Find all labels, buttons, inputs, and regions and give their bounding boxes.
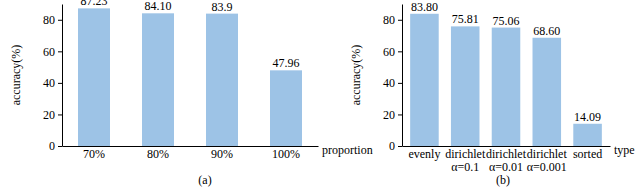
tick-mark bbox=[58, 83, 62, 84]
y-axis-title: accuracy(%) bbox=[349, 45, 363, 106]
tick: 80% bbox=[147, 147, 169, 161]
tick: 20 bbox=[43, 108, 62, 122]
tick: 60 bbox=[383, 45, 402, 59]
tick-mark bbox=[398, 114, 402, 115]
axis-line bbox=[62, 5, 63, 147]
tick: 100% bbox=[272, 147, 300, 161]
tick-label: dirichletα=0.001 bbox=[527, 147, 568, 174]
tick-mark bbox=[398, 51, 402, 52]
tick: sorted bbox=[573, 147, 602, 161]
bar bbox=[206, 14, 238, 146]
tick-label: 80% bbox=[147, 147, 169, 161]
data-label: 75.81 bbox=[452, 12, 479, 26]
tick-label: 80 bbox=[43, 13, 55, 27]
tick-label: 0 bbox=[49, 139, 55, 153]
x-axis-title: type bbox=[614, 143, 635, 157]
bar bbox=[492, 28, 521, 146]
bar bbox=[573, 124, 602, 146]
tick: dirichletα=0.01 bbox=[486, 147, 527, 174]
panel: 0 20 40 60 80 70% 80% 90% 100% 87.23 84.10 83.9 47.9… bbox=[9, 0, 373, 187]
tick: 0 bbox=[49, 139, 62, 153]
tick-mark bbox=[58, 146, 62, 147]
bars bbox=[78, 8, 302, 146]
panel-title: (a) bbox=[198, 173, 211, 187]
bars bbox=[410, 14, 602, 146]
tick-label: 90% bbox=[211, 147, 233, 161]
tick: 0 bbox=[389, 139, 402, 153]
bar bbox=[451, 26, 480, 146]
tick-label: 20 bbox=[383, 108, 395, 122]
tick: 80 bbox=[383, 13, 402, 27]
tick: 70% bbox=[83, 147, 105, 161]
bar bbox=[78, 8, 110, 146]
axis-line bbox=[402, 5, 403, 147]
tick-label: 60 bbox=[43, 45, 55, 59]
y-axis-title: accuracy(%) bbox=[9, 45, 23, 106]
figure: 0 20 40 60 80 70% 80% 90% 100% 87.23 84.10 83.9 47.9… bbox=[0, 0, 640, 190]
tick-label: 60 bbox=[383, 45, 395, 59]
tick: evenly bbox=[408, 147, 440, 161]
tick-label: 80 bbox=[383, 13, 395, 27]
data-label: 83.80 bbox=[411, 0, 438, 14]
tick-label: dirichletα=0.01 bbox=[486, 147, 527, 174]
bar bbox=[533, 38, 562, 146]
y-axis: 0 20 40 60 80 bbox=[383, 5, 403, 154]
bar bbox=[142, 13, 174, 146]
data-label: 87.23 bbox=[81, 0, 108, 8]
data-labels: 83.80 75.81 75.06 68.60 14.09 bbox=[411, 0, 601, 124]
tick-label: sorted bbox=[573, 147, 602, 161]
data-label: 14.09 bbox=[574, 110, 601, 124]
tick-mark bbox=[398, 20, 402, 21]
data-label: 83.9 bbox=[212, 0, 233, 14]
x-axis-title: proportion bbox=[322, 143, 373, 157]
x-axis: 70% 80% 90% 100% bbox=[63, 147, 319, 161]
tick-mark bbox=[58, 114, 62, 115]
data-label: 47.96 bbox=[273, 56, 300, 70]
tick-label: 40 bbox=[43, 76, 55, 90]
tick-label: 70% bbox=[83, 147, 105, 161]
tick: 20 bbox=[383, 108, 402, 122]
tick: dirichletα=0.001 bbox=[527, 147, 568, 174]
tick-mark bbox=[398, 146, 402, 147]
tick: 80 bbox=[43, 13, 62, 27]
data-label: 84.10 bbox=[145, 0, 172, 13]
y-axis: 0 20 40 60 80 bbox=[43, 5, 63, 154]
data-labels: 87.23 84.10 83.9 47.96 bbox=[81, 0, 300, 70]
panel-title: (b) bbox=[496, 173, 510, 187]
tick: 40 bbox=[383, 76, 402, 90]
data-label: 75.06 bbox=[493, 14, 520, 28]
tick-label: 100% bbox=[272, 147, 300, 161]
x-axis: evenly dirichletα=0.1dirichletα=0.01diric… bbox=[403, 147, 611, 174]
tick-label: 40 bbox=[383, 76, 395, 90]
tick-mark bbox=[58, 20, 62, 21]
tick: 40 bbox=[43, 76, 62, 90]
panel: 020406080evenlydirichletα=0.1dirichletα=… bbox=[349, 0, 635, 187]
tick: 60 bbox=[43, 45, 62, 59]
tick: 90% bbox=[211, 147, 233, 161]
tick-label: 20 bbox=[43, 108, 55, 122]
tick-mark bbox=[58, 51, 62, 52]
bar bbox=[270, 70, 302, 146]
tick-mark bbox=[398, 83, 402, 84]
data-label: 68.60 bbox=[533, 24, 560, 38]
tick-label: 0 bbox=[389, 139, 395, 153]
tick-label: dirichletα=0.1 bbox=[445, 147, 486, 174]
bar bbox=[410, 14, 439, 146]
tick-label: evenly bbox=[408, 147, 440, 161]
tick: dirichletα=0.1 bbox=[445, 147, 486, 174]
